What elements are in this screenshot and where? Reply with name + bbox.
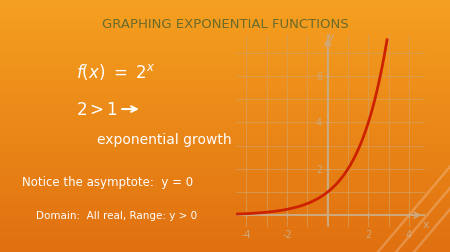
Text: 4: 4 <box>316 118 322 128</box>
Text: 4: 4 <box>406 230 412 240</box>
Text: GRAPHING EXPONENTIAL FUNCTIONS: GRAPHING EXPONENTIAL FUNCTIONS <box>102 18 348 30</box>
Text: 2: 2 <box>365 230 371 240</box>
Text: 6: 6 <box>316 72 322 82</box>
Text: y: y <box>328 32 335 41</box>
Text: x: x <box>423 219 429 229</box>
Text: Notice the asymptote:  y = 0: Notice the asymptote: y = 0 <box>22 175 194 188</box>
Text: Domain:  All real, Range: y > 0: Domain: All real, Range: y > 0 <box>36 210 197 220</box>
Text: -2: -2 <box>282 230 292 240</box>
Text: $\mathit{f(x)}\ =\ 2^{\mathit{x}}$: $\mathit{f(x)}\ =\ 2^{\mathit{x}}$ <box>76 62 156 82</box>
Text: exponential growth: exponential growth <box>97 132 231 146</box>
Text: -4: -4 <box>242 230 251 240</box>
Text: $2 > 1$: $2 > 1$ <box>76 101 119 119</box>
Text: 2: 2 <box>316 164 322 174</box>
